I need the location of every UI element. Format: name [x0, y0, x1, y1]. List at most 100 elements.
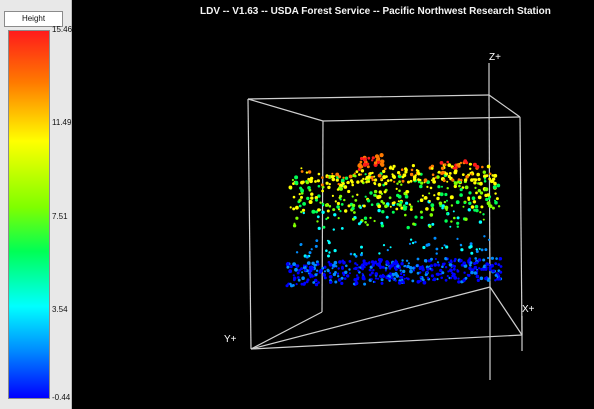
3d-scene[interactable] [73, 0, 594, 409]
lidar-point [420, 181, 424, 185]
lidar-point [369, 268, 372, 272]
lidar-point [300, 188, 304, 193]
lidar-point [391, 174, 396, 179]
lidar-point [300, 267, 304, 271]
lidar-point [409, 269, 413, 274]
lidar-point [347, 204, 351, 208]
lidar-point [345, 264, 348, 268]
lidar-point [384, 269, 387, 272]
lidar-point [328, 204, 332, 208]
lidar-point [439, 161, 444, 165]
lidar-point [492, 177, 496, 181]
lidar-point [453, 181, 458, 186]
lidar-point [336, 205, 340, 209]
lidar-point [380, 177, 383, 180]
lidar-point [432, 278, 435, 282]
lidar-point [486, 164, 491, 169]
legend-label-lower: 3.54 [52, 305, 68, 314]
lidar-point [364, 173, 367, 176]
lidar-point [373, 189, 378, 194]
lidar-point [317, 172, 321, 176]
lidar-point [478, 220, 483, 224]
point-cloud-viewer[interactable]: LDV -- V1.63 -- USDA Forest Service -- P… [73, 0, 594, 409]
lidar-point [367, 175, 371, 179]
lidar-point [368, 273, 372, 277]
lidar-point [404, 264, 407, 267]
lidar-point [321, 266, 325, 270]
bounding-box [247, 63, 523, 380]
lidar-point [400, 168, 404, 171]
lidar-point [477, 189, 481, 193]
lidar-point [452, 166, 456, 170]
lidar-point [328, 251, 331, 254]
lidar-point [429, 186, 433, 190]
lidar-point [486, 278, 491, 282]
lidar-point [436, 272, 440, 276]
lidar-point [356, 193, 359, 196]
lidar-point [414, 174, 417, 177]
lidar-point [400, 206, 404, 210]
lidar-point [373, 281, 376, 283]
lidar-point [321, 176, 324, 179]
lidar-point [474, 257, 478, 260]
lidar-point [496, 183, 501, 188]
lidar-point [440, 171, 444, 175]
lidar-point [305, 280, 309, 284]
lidar-point [464, 178, 468, 182]
lidar-point [411, 241, 415, 245]
lidar-point [332, 228, 335, 231]
lidar-point [451, 178, 455, 182]
lidar-point [333, 213, 337, 217]
lidar-point [409, 172, 414, 177]
lidar-point [361, 272, 364, 275]
lidar-point [453, 216, 456, 220]
lidar-point [439, 192, 444, 197]
lidar-point [386, 249, 389, 252]
lidar-point [339, 198, 342, 201]
lidar-point [377, 173, 382, 178]
lidar-point [368, 172, 372, 175]
lidar-point [459, 188, 463, 192]
lidar-point [348, 272, 351, 275]
lidar-point [400, 262, 404, 266]
lidar-point [292, 224, 297, 228]
lidar-point [348, 268, 351, 271]
legend-title: Height [4, 11, 63, 27]
lidar-point [353, 172, 356, 175]
box-right-back [488, 94, 491, 288]
lidar-point [386, 179, 390, 183]
lidar-point [441, 262, 446, 266]
lidar-point [363, 282, 367, 286]
box-bottom-left-front [250, 311, 323, 350]
lidar-point [443, 244, 446, 247]
lidar-point [470, 251, 474, 255]
lidar-point [437, 170, 441, 174]
lidar-point [344, 270, 348, 274]
lidar-point [369, 216, 372, 220]
lidar-point [440, 166, 445, 170]
lidar-point [461, 186, 465, 189]
lidar-point [449, 276, 453, 280]
lidar-point [392, 164, 396, 168]
lidar-point [395, 187, 398, 190]
lidar-point [448, 263, 453, 267]
lidar-point [334, 200, 337, 203]
lidar-point [457, 178, 461, 181]
lidar-point [323, 270, 327, 273]
lidar-point [340, 178, 345, 183]
lidar-point [469, 264, 472, 267]
lidar-point [484, 276, 488, 281]
lidar-point [331, 267, 334, 270]
lidar-point [421, 194, 424, 197]
lidar-point [389, 179, 393, 182]
lidar-point [422, 245, 426, 250]
lidar-point [384, 204, 388, 209]
lidar-point [459, 243, 463, 247]
lidar-point [476, 172, 481, 177]
lidar-point [495, 197, 499, 201]
box-top-back [247, 94, 490, 100]
lidar-point [415, 264, 419, 268]
lidar-point [302, 211, 305, 215]
lidar-point [459, 193, 463, 197]
lidar-point [469, 242, 473, 246]
